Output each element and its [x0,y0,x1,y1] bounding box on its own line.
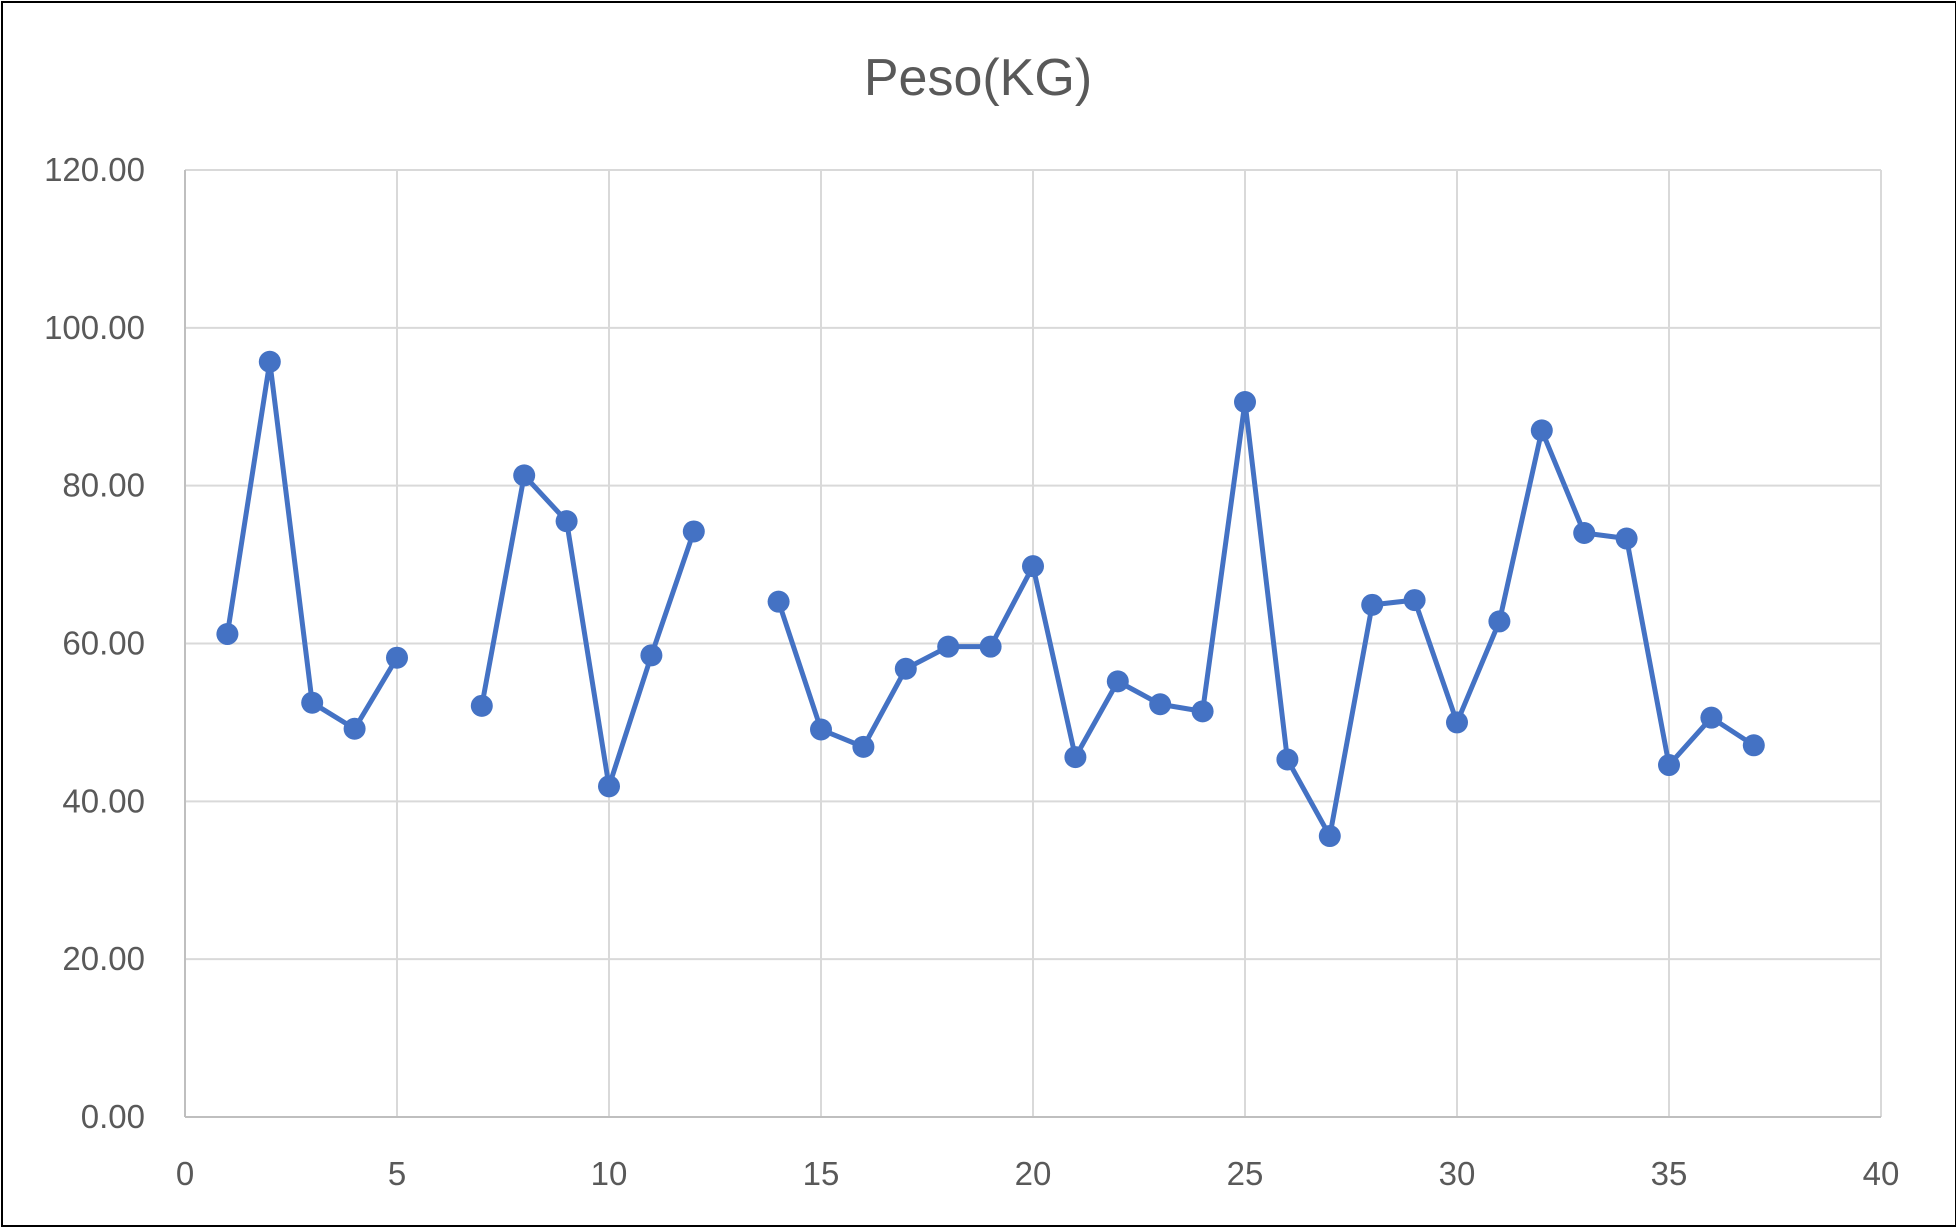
data-point [343,717,366,740]
x-tick-label: 25 [1227,1155,1264,1192]
data-point [1361,593,1384,616]
data-point [1446,711,1468,734]
data-point [386,646,408,669]
data-point [1488,610,1511,633]
data-point [682,520,705,543]
data-point [1064,746,1087,769]
data-point [1700,706,1723,729]
data-point [979,635,1002,658]
x-tick-label: 0 [176,1155,194,1192]
grid-lines [185,169,1882,1117]
data-point [555,510,578,533]
data-point [1022,555,1044,578]
data-point [1318,825,1341,848]
data-point [258,350,281,373]
y-tick-label: 100.00 [44,309,145,346]
y-tick-label: 40.00 [62,782,145,819]
data-point [1658,754,1680,777]
y-tick-label: 20.00 [62,940,145,977]
data-point [513,464,536,487]
y-tick-label: 120.00 [44,151,145,188]
series-peso [216,350,1765,848]
data-point [301,691,324,714]
series-line-segment [776,399,1756,839]
data-point [1149,693,1172,716]
x-tick-label: 35 [1651,1155,1688,1192]
x-tick-label: 15 [803,1155,840,1192]
data-point [852,735,875,758]
x-tick-label: 5 [388,1155,406,1192]
x-tick-label: 40 [1863,1155,1900,1192]
data-point [894,657,917,680]
data-point [1234,391,1256,414]
y-tick-label: 80.00 [62,467,145,504]
y-tick-label: 60.00 [62,625,145,662]
data-point [937,635,960,658]
axes [184,170,1881,1118]
data-point [1530,419,1553,442]
data-point [640,644,663,667]
x-tick-label: 20 [1015,1155,1052,1192]
data-point [1191,700,1214,723]
data-point [598,775,620,798]
data-point [470,694,493,717]
x-tick-label: 30 [1439,1155,1476,1192]
data-point [1573,522,1596,545]
data-point [767,590,790,613]
data-point [1403,589,1426,612]
y-tick-label: 0.00 [81,1098,145,1135]
series-line-segment [479,472,697,789]
data-point [1615,527,1638,550]
data-point [1276,748,1299,771]
series-line-segment [224,359,400,732]
data-point [810,718,832,741]
data-point [216,623,239,646]
data-point [1742,734,1765,757]
data-point [1106,670,1129,693]
x-tick-label: 10 [591,1155,628,1192]
chart-title: Peso(KG) [864,49,1092,107]
tick-labels: 0.00 20.00 40.00 60.00 80.00 100.00 120.00 0 5 10… [44,151,1899,1192]
